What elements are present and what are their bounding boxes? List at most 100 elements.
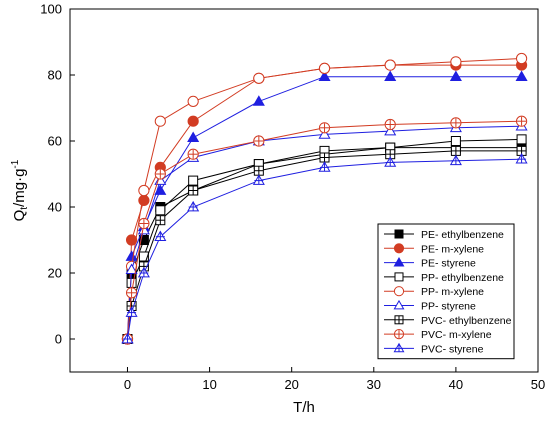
series-line — [127, 120, 522, 340]
series-line — [127, 138, 522, 340]
y-tick-label: 80 — [48, 68, 62, 83]
legend-marker — [393, 286, 405, 297]
legend-label: PE- ethylbenzene — [421, 229, 504, 241]
legend-label: PVC- styrene — [421, 343, 484, 355]
data-point — [318, 128, 331, 139]
legend-marker — [393, 299, 405, 310]
y-axis-title-subscript: t — [19, 207, 30, 210]
data-point — [449, 70, 462, 81]
data-point — [126, 277, 137, 288]
data-point — [515, 70, 528, 81]
legend-label: PP- styrene — [421, 301, 476, 313]
legend-item: PE- styrene — [384, 256, 476, 270]
legend-label: PVC- ethylbenzene — [421, 315, 512, 327]
data-point — [187, 95, 199, 108]
y-axis-title-main: Q — [11, 210, 28, 222]
data-point — [187, 200, 200, 212]
data-point — [449, 154, 462, 166]
data-point — [187, 115, 199, 127]
series-line — [127, 125, 522, 340]
data-point — [125, 263, 138, 275]
data-point — [253, 165, 264, 176]
x-axis-title: T/h — [293, 399, 315, 416]
data-point — [138, 235, 149, 245]
data-point — [188, 185, 199, 196]
y-tick-label: 40 — [48, 200, 62, 215]
legend-label: PP- m-xylene — [421, 286, 484, 298]
data-point — [515, 52, 528, 65]
series-line — [127, 58, 522, 340]
legend-item: PVC- ethylbenzene — [384, 315, 512, 327]
data-point — [138, 217, 150, 230]
data-point — [125, 234, 138, 246]
series-line — [127, 158, 522, 340]
data-point — [515, 115, 528, 127]
data-point — [188, 175, 199, 186]
data-point — [125, 250, 138, 261]
series-9 — [121, 152, 528, 344]
y-tick-label: 0 — [55, 332, 62, 347]
legend-item: PE- ethylbenzene — [384, 229, 504, 241]
data-point — [515, 152, 528, 164]
x-tick-label: 0 — [124, 377, 131, 392]
data-point — [384, 124, 397, 136]
y-axis-title-rest: /mg·g — [11, 169, 28, 207]
data-point — [450, 56, 462, 68]
data-point — [319, 152, 330, 163]
data-point — [154, 230, 167, 242]
y-tick-label: 20 — [48, 266, 62, 281]
legend-label: PP- ethylbenzene — [421, 272, 504, 284]
data-point — [125, 306, 138, 317]
legend-marker — [393, 256, 405, 267]
series-line — [127, 64, 522, 340]
data-point — [384, 156, 397, 167]
data-point — [155, 215, 166, 226]
x-tick-label: 10 — [202, 377, 216, 392]
legend-item: PVC- styrene — [384, 342, 484, 355]
plot-frame — [69, 8, 539, 373]
series-8 — [121, 115, 528, 345]
legend-marker — [393, 342, 405, 353]
legend-item: PE- m-xylene — [384, 243, 484, 255]
data-point — [384, 118, 396, 131]
series-line — [127, 76, 522, 340]
legend-marker — [393, 243, 405, 254]
data-point — [121, 332, 134, 344]
legend-marker — [393, 329, 405, 340]
y-axis-title: Qt/mg·g-1 — [10, 159, 30, 221]
data-point — [252, 95, 265, 106]
legend-item: PVC- m-xylene — [384, 329, 492, 341]
x-tick-label: 30 — [367, 377, 381, 392]
data-point — [137, 266, 150, 278]
legend-label: PE- styrene — [421, 258, 476, 270]
x-tick-label: 40 — [449, 377, 463, 392]
series-line — [127, 150, 522, 340]
y-tick-label: 100 — [40, 2, 62, 17]
y-tick-label: 60 — [48, 134, 62, 149]
data-point — [516, 134, 527, 145]
legend: PE- ethylbenzene PE- m-xylene PE- styrene P… — [377, 223, 515, 360]
data-point — [155, 205, 166, 216]
legend-marker — [394, 229, 404, 239]
series-3 — [121, 70, 528, 344]
data-point — [252, 174, 265, 185]
data-point — [138, 184, 150, 197]
data-point — [253, 135, 265, 147]
series-layer — [121, 52, 528, 345]
data-point — [125, 287, 138, 299]
legend-marker — [394, 272, 404, 282]
legend-item: PP- m-xylene — [384, 286, 484, 298]
data-point — [138, 251, 149, 262]
data-point — [138, 194, 150, 206]
data-point — [318, 161, 331, 172]
data-point — [450, 136, 461, 146]
x-tick-label: 50 — [531, 377, 545, 392]
legend-item: PP- ethylbenzene — [384, 272, 504, 284]
data-point — [384, 70, 397, 81]
data-point — [253, 72, 265, 84]
data-point — [187, 148, 199, 160]
data-point — [318, 62, 331, 75]
data-point — [154, 168, 166, 180]
y-axis-title-superscript: -1 — [10, 159, 21, 168]
